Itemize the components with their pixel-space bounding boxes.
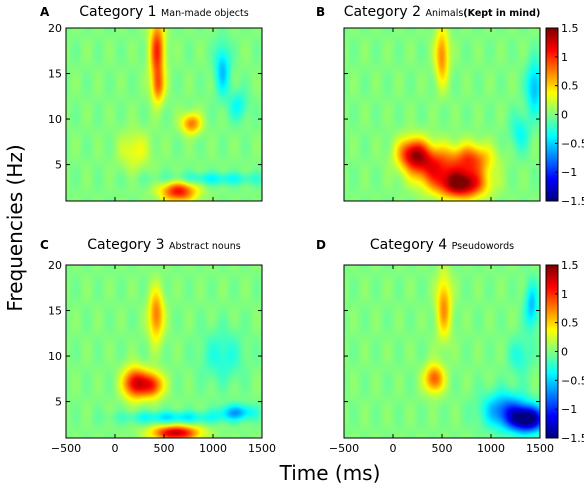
colorbar-tick-label: 1 (561, 51, 568, 64)
x-axis-label: Time (ms) (279, 461, 381, 485)
y-axis-label: Frequencies (Hz) (3, 144, 27, 311)
colorbar-tick-label: 0.5 (561, 80, 579, 93)
y-tick-label: 5 (55, 396, 62, 409)
x-tick-label: −500 (51, 442, 81, 455)
y-tick-label: 10 (48, 350, 62, 363)
y-tick-label: 15 (48, 68, 62, 81)
heatmap-image (66, 28, 262, 201)
x-tick-label: 1500 (248, 442, 276, 455)
colorbar-tick-label: −1 (561, 166, 577, 179)
panel-a: A Category 1 Man-made objects 5 10 15 20 (40, 4, 263, 202)
x-tick-label: 500 (154, 442, 175, 455)
title-main: Category 3 (87, 237, 169, 253)
panel-letter: C (40, 238, 49, 252)
y-tick-label: 10 (48, 113, 62, 126)
x-tick-label: 500 (432, 442, 453, 455)
title-subtitle: Pseudowords (452, 241, 515, 252)
title-subtitle-bold: (Kept in mind) (463, 8, 540, 19)
panel-title: Category 3 Abstract nouns (87, 237, 241, 253)
x-tick-label: 1000 (477, 442, 505, 455)
x-tick-label: 1000 (199, 442, 227, 455)
x-tick-label: 0 (112, 442, 119, 455)
heatmap-image (66, 265, 262, 438)
colorbar-tick-label: 1.5 (561, 22, 579, 35)
colorbar-tick-label: 1 (561, 288, 568, 301)
panel-letter: B (316, 5, 325, 19)
title-main: Category 1 (79, 4, 161, 20)
title-subtitle: Abstract nouns (169, 241, 241, 252)
x-tick-label: 1500 (526, 442, 554, 455)
panel-c: C Category 3 Abstract nouns −500 0 500 1000 15… (40, 237, 276, 455)
y-tick-label: 20 (48, 22, 62, 35)
heatmap-image (344, 28, 540, 201)
colorbar (546, 265, 558, 438)
colorbar-tick-label: −0.5 (561, 137, 584, 150)
colorbar-tick-label: 0 (561, 109, 568, 122)
panel-title: Category 1 Man-made objects (79, 4, 248, 20)
colorbar-tick-label: 0 (561, 346, 568, 359)
title-subtitle: Animals (425, 8, 463, 19)
panel-title: Category 4 Pseudowords (370, 237, 514, 253)
panel-d: D Category 4 Pseudowords −500 0 500 1000 1500 1… (316, 237, 584, 455)
x-tick-label: −500 (329, 442, 359, 455)
title-main: Category 4 (370, 237, 452, 253)
colorbar-tick-label: 0.5 (561, 317, 579, 330)
colorbar (546, 28, 558, 201)
colorbar-tick-label: −1.5 (561, 432, 584, 445)
y-tick-label: 20 (48, 259, 62, 272)
title-main: Category 2 (344, 4, 426, 20)
colorbar-tick-label: −1 (561, 403, 577, 416)
panel-letter: D (316, 238, 326, 252)
colorbar-tick-label: −1.5 (561, 195, 584, 208)
colorbar-tick-label: −0.5 (561, 374, 584, 387)
y-tick-label: 5 (55, 159, 62, 172)
panel-letter: A (40, 5, 50, 19)
panel-b: B Category 2 Animals(Kept in mind) 1.5 1 0.5… (316, 4, 584, 208)
panel-title: Category 2 Animals(Kept in mind) (344, 4, 541, 20)
y-tick-label: 15 (48, 305, 62, 318)
heatmap-image (344, 265, 540, 438)
title-subtitle: Man-made objects (161, 8, 249, 19)
colorbar-tick-label: 1.5 (561, 259, 579, 272)
x-tick-label: 0 (390, 442, 397, 455)
